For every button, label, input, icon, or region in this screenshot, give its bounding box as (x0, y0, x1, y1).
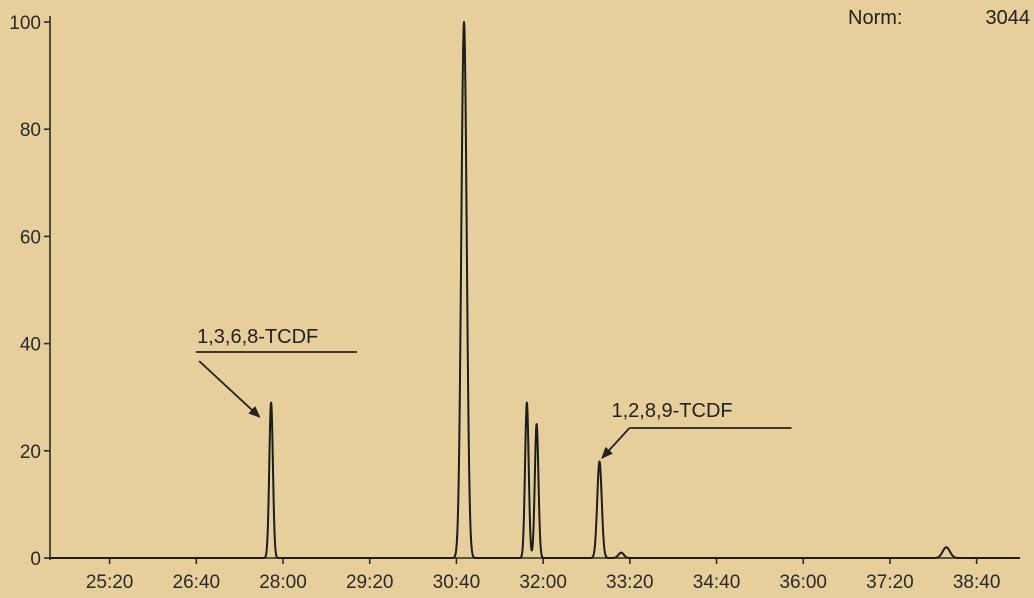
x-tick-label: 28:00 (259, 572, 307, 593)
y-tick-label: 0 (30, 549, 41, 570)
x-tick-label: 32:00 (519, 572, 567, 593)
x-tick-label: 25:20 (86, 572, 134, 593)
x-tick-label: 37:20 (866, 572, 914, 593)
peak-annotations: 1,3,6,8-TCDF 1,2,8,9-TCDF (196, 326, 792, 459)
x-tick-label: 36:00 (779, 572, 827, 593)
annotation-arrow (198, 360, 261, 418)
annotation-arrow (601, 427, 631, 459)
x-tick-label: 34:40 (693, 572, 741, 593)
x-tick-label: 26:40 (173, 572, 221, 593)
y-tick-label: 60 (20, 227, 41, 248)
y-tick-label: 20 (20, 442, 41, 463)
y-tick-label: 100 (9, 13, 41, 34)
annotation-label: 1,2,8,9-TCDF (611, 400, 732, 422)
x-tick-label: 33:20 (606, 572, 654, 593)
chromatogram-trace (49, 21, 1021, 559)
norm-label: Norm: (848, 7, 902, 29)
x-tick-label: 29:20 (346, 572, 394, 593)
y-tick-label: 80 (20, 120, 41, 141)
y-axis-ticks: 0 20 40 60 80 100 (9, 13, 50, 570)
y-tick-label: 40 (20, 335, 41, 356)
norm-value: 3044 (986, 7, 1031, 29)
x-tick-label: 38:40 (953, 572, 1001, 593)
x-tick-label: 30:40 (433, 572, 481, 593)
annotation-label: 1,3,6,8-TCDF (197, 326, 318, 348)
x-axis-ticks: 25:20 26:40 28:00 29:20 30:40 32:00 33:20 34:40… (86, 558, 1001, 593)
